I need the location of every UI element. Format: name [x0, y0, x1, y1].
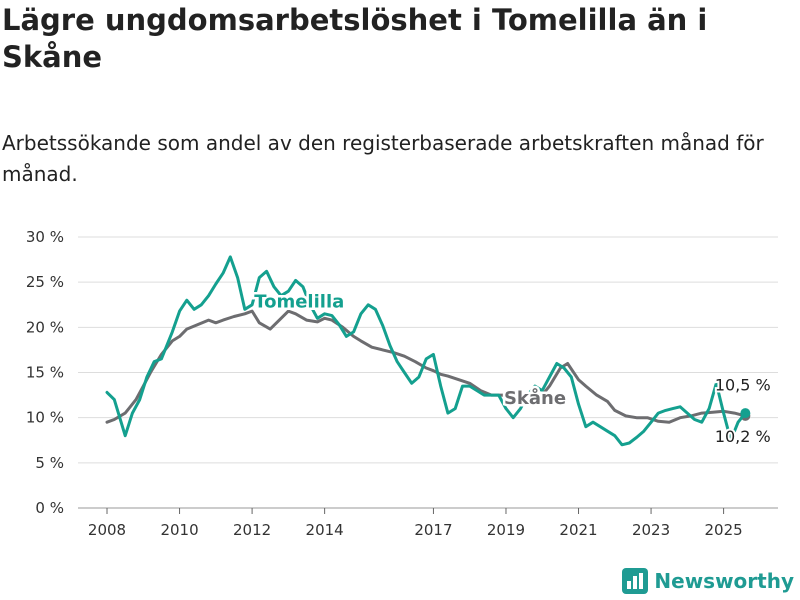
page-subtitle: Arbetssökande som andel av den registerb…: [2, 131, 764, 186]
skane-end-label: 10,2 %: [715, 427, 771, 446]
bar-chart-logo-icon: [622, 568, 649, 594]
x-tick-label: 2008: [88, 521, 126, 539]
x-tick-label: 2014: [306, 521, 344, 539]
brand-name: Newsworthy: [654, 569, 794, 593]
x-tick-label: 2021: [559, 521, 597, 539]
x-tick-label: 2025: [705, 521, 743, 539]
series-line-1: [105, 255, 747, 447]
y-axis-ticks: 0 % 5 % 10 % 15 % 20 % 25 % 30 %: [26, 228, 64, 517]
grid-lines: [78, 236, 778, 509]
x-tick-label: 2010: [160, 521, 198, 539]
series-name-label-0: Tomelilla: [254, 291, 344, 312]
series-line-0: [105, 309, 747, 424]
y-tick-label: 5 %: [35, 454, 64, 472]
x-tick-label: 2012: [233, 521, 271, 539]
series-end-point-1: [740, 408, 751, 419]
page-title: Lägre ungdomsarbetslöshet i Tomelilla än…: [2, 3, 708, 74]
y-tick-label: 0 %: [35, 499, 64, 517]
series-labels: Tomelilla Skåne 10,5 % 10,2 %: [252, 289, 773, 448]
x-tick-label: 2019: [487, 521, 525, 539]
x-tick-label: 2023: [632, 521, 670, 539]
y-tick-label: 25 %: [26, 273, 64, 291]
series-lines: [105, 255, 751, 447]
tomelilla-end-label: 10,5 %: [715, 376, 771, 395]
y-tick-label: 15 %: [26, 364, 64, 382]
x-axis: 2008 2010 2012 2014 2017 2019 2021 2023 2025: [88, 508, 743, 539]
brand-logo: Newsworthy: [622, 568, 794, 594]
y-tick-label: 20 %: [26, 318, 64, 336]
series-name-label-1: Skåne: [504, 387, 566, 409]
x-tick-label: 2017: [414, 521, 452, 539]
y-tick-label: 30 %: [26, 228, 64, 246]
y-tick-label: 10 %: [26, 409, 64, 427]
